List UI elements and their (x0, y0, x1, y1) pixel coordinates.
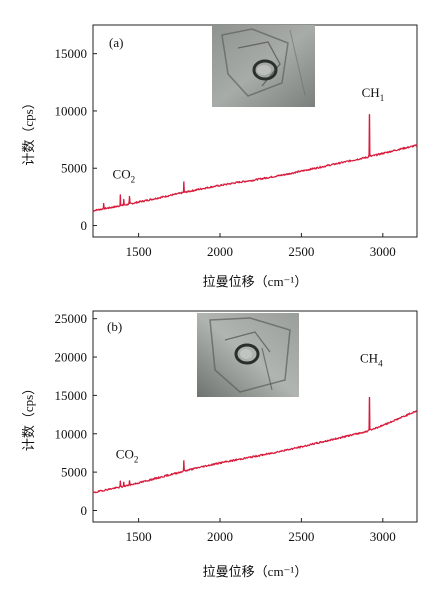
x-tick-label: 1500 (126, 529, 152, 544)
peak-annotation: CH1 (362, 85, 385, 103)
y-tick-label: 15000 (55, 388, 88, 403)
y-tick-label: 0 (81, 503, 88, 518)
x-tick-label: 3000 (370, 529, 396, 544)
peak-annotation: CO2 (113, 167, 136, 185)
spectrum-line (92, 396, 417, 494)
panel-label-b: (b) (107, 319, 122, 334)
x-tick-label: 2000 (207, 529, 233, 544)
x-axis-label-b: 拉曼位移（cm⁻¹） (203, 564, 308, 579)
y-tick-label: 10000 (55, 103, 88, 118)
panel-label-a: (a) (109, 35, 123, 50)
panel-a: 1500 2000 2500 3000 0 5000 10000 15000 CO2 CH1 (… (21, 24, 418, 289)
y-tick-label: 0 (81, 218, 88, 233)
y-tick-label: 20000 (55, 350, 88, 365)
x-tick-label: 2500 (288, 529, 314, 544)
y-tick-label: 25000 (55, 311, 88, 326)
peak-annotation: CO2 (116, 446, 139, 464)
plot-frame (92, 310, 418, 523)
axis-ticks: 1500 2000 2500 3000 0 5000 10000 15000 (55, 46, 396, 259)
series-b: CO2 CH4 (92, 350, 417, 494)
x-tick-label: 2500 (288, 244, 314, 259)
x-tick-label: 1500 (126, 244, 152, 259)
y-tick-label: 15000 (55, 46, 88, 61)
axis-ticks: 1500 2000 2500 3000 0 5000 10000 15000 20000 2500… (55, 311, 396, 544)
y-tick-label: 5000 (61, 161, 87, 176)
x-tick-label: 3000 (370, 244, 396, 259)
peak-annotation: CH4 (360, 350, 383, 368)
micrograph-inset (197, 313, 299, 397)
series-a: CO2 CH1 (92, 85, 418, 212)
spectrum-line (92, 114, 418, 212)
micrograph-inset (212, 25, 315, 107)
x-axis-label-a: 拉曼位移（cm⁻¹） (203, 274, 308, 289)
x-tick-label: 2000 (207, 244, 233, 259)
panel-b: 1500 2000 2500 3000 0 5000 10000 15000 20000 2500… (21, 310, 418, 579)
y-axis-label-b: 计数（cps） (21, 382, 36, 451)
y-tick-label: 5000 (61, 465, 87, 480)
y-tick-label: 10000 (55, 426, 88, 441)
y-axis-label-a: 计数（cps） (21, 96, 36, 165)
